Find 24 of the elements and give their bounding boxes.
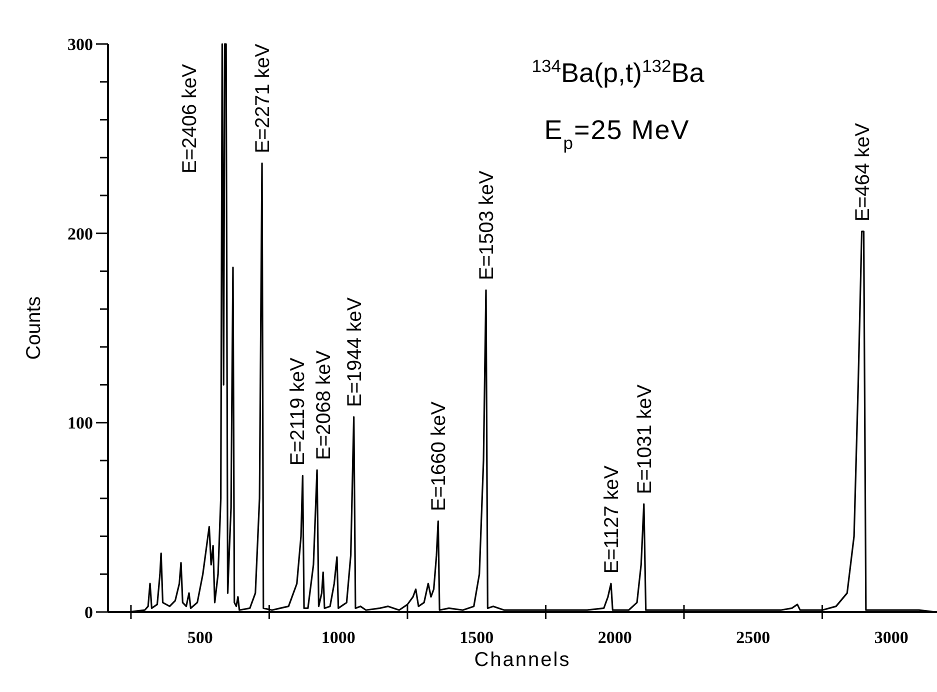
annotation: E=2119 keV [286, 356, 309, 466]
y-tick-label: 0 [84, 602, 93, 622]
x-tick-label: 1500 [460, 628, 494, 647]
annotation: E=1660 keV [428, 400, 450, 512]
x-tick-label: 3000 [874, 628, 908, 647]
x-tick-label: 1000 [321, 628, 356, 647]
annotation: E=2406 keV [179, 63, 202, 174]
x-axis-title: Channels [474, 649, 571, 671]
text: $^{134}$Ba(p,t)$^{132}$Ba [532, 56, 706, 88]
x-tick-label: 2000 [598, 628, 632, 647]
x-tick-label: 500 [187, 628, 213, 647]
y-tick-label: 300 [68, 34, 93, 54]
annotation: E=1944 keV [344, 296, 366, 407]
y-tick-label: 100 [68, 414, 93, 433]
text: E$_{p}$=25 MeV [544, 115, 690, 153]
x-tick-label: 2500 [736, 628, 770, 647]
annotation: E=1127 keV [600, 464, 623, 574]
annotation: E=1503 keV [476, 170, 498, 280]
annotation: E=1031 keV [634, 384, 656, 494]
annotation: E=2068 keV [312, 350, 335, 460]
y-tick-label: 200 [68, 224, 93, 244]
annotation: E=464 keV [852, 122, 874, 222]
annotation: E=2271 keV [252, 43, 274, 154]
y-axis-title: Counts [23, 296, 45, 360]
